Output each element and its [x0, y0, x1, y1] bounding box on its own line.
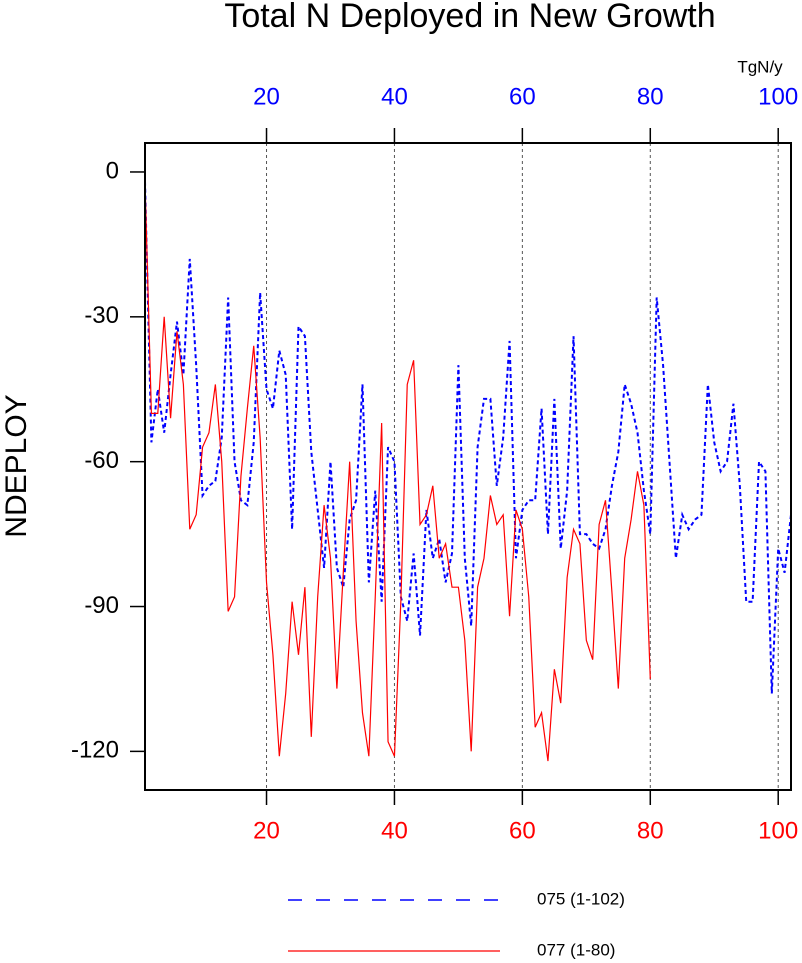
plot-frame [144, 142, 792, 791]
y-tick-label: -60 [84, 447, 119, 474]
y-tick-label: 0 [106, 157, 119, 184]
y-tick-label: -90 [84, 592, 119, 619]
legend-label: 077 (1-80) [537, 940, 615, 959]
x-tick-label: 100 [758, 817, 798, 844]
x-top-tick-label: 40 [381, 83, 408, 110]
x-tick-label: 20 [253, 817, 280, 844]
x-top-tick-label: 100 [758, 83, 798, 110]
x-tick-label: 40 [381, 817, 408, 844]
x-top-tick-label: 20 [253, 83, 280, 110]
units-label: TgN/y [737, 57, 783, 76]
y-tick-label: -120 [71, 737, 119, 764]
x-top-tick-label: 80 [637, 83, 664, 110]
data-line [144, 181, 651, 762]
x-top-tick-label: 60 [509, 83, 536, 110]
chart-title: Total N Deployed in New Growth [224, 0, 715, 35]
y-tick-label: -30 [84, 302, 119, 329]
y-axis-label: NDEPLOY [0, 394, 33, 537]
data-line [144, 181, 792, 694]
x-tick-label: 60 [509, 817, 536, 844]
x-tick-label: 80 [637, 817, 664, 844]
legend-label: 075 (1-102) [537, 889, 625, 908]
